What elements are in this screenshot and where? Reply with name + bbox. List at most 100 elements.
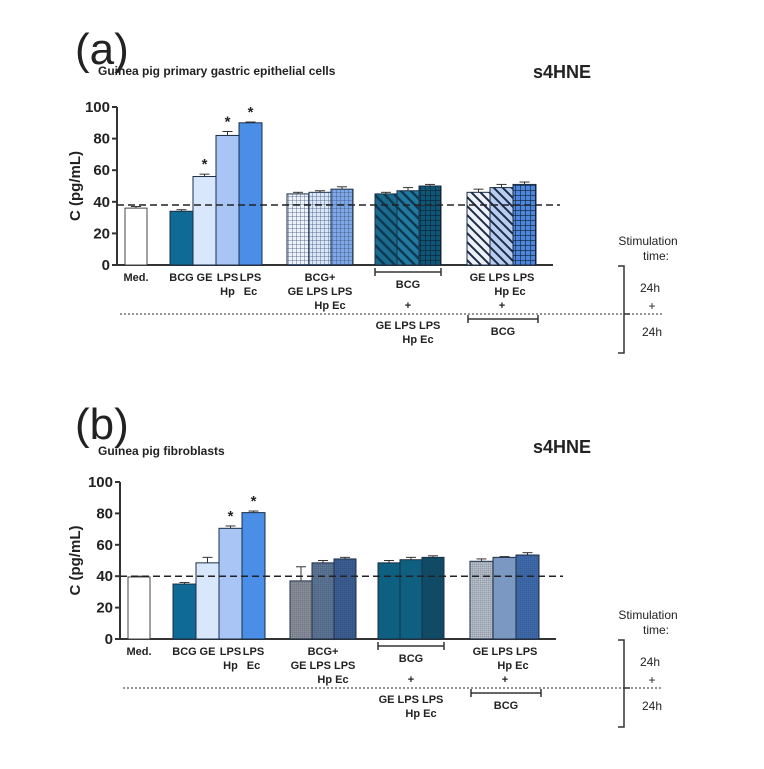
x-label: BCG bbox=[399, 653, 423, 665]
x-label: GE LPS LPS bbox=[291, 660, 356, 672]
x-label: GE LPS LPS bbox=[470, 272, 535, 284]
bar-pattern bbox=[422, 557, 444, 639]
bar bbox=[169, 210, 194, 266]
bar bbox=[492, 556, 517, 640]
chart-title: s4HNE bbox=[533, 437, 591, 457]
stimulation-label: + bbox=[648, 673, 655, 687]
bar bbox=[124, 207, 148, 266]
x-label: + bbox=[499, 300, 505, 312]
y-tick-label: 20 bbox=[93, 225, 110, 242]
x-label: Hp Ec bbox=[497, 660, 528, 672]
x-label: Med. bbox=[123, 272, 148, 284]
bar bbox=[172, 583, 197, 640]
bar-pattern bbox=[516, 555, 539, 639]
significance-marker: * bbox=[248, 104, 254, 121]
y-tick-label: 0 bbox=[105, 631, 113, 648]
stimulation-label: time: bbox=[643, 623, 669, 637]
bar-pattern bbox=[467, 192, 490, 265]
x-label: Ec bbox=[247, 660, 260, 672]
bar-pattern bbox=[309, 192, 331, 265]
x-label: Ec bbox=[244, 286, 257, 298]
significance-marker: * bbox=[202, 156, 208, 173]
x-label: Hp Ec bbox=[494, 286, 525, 298]
y-tick-label: 40 bbox=[93, 194, 110, 211]
x-label: Hp bbox=[223, 660, 238, 672]
bar-pattern bbox=[334, 558, 356, 639]
stimulation-label: 24h bbox=[642, 699, 662, 713]
significance-marker: * bbox=[251, 493, 257, 510]
x-label: Hp Ec bbox=[402, 334, 433, 346]
bar bbox=[377, 562, 401, 640]
x-label: BCG bbox=[491, 326, 515, 338]
bar-pattern bbox=[419, 186, 441, 265]
x-label: Hp Ec bbox=[317, 674, 348, 686]
bar-pattern bbox=[397, 190, 419, 265]
x-label: BCG+ bbox=[305, 272, 336, 284]
chart-subtitle: Guinea pig primary gastric epithelial ce… bbox=[98, 64, 336, 78]
y-tick-label: 80 bbox=[96, 505, 113, 522]
x-label: BCG bbox=[172, 646, 196, 658]
x-label: Hp bbox=[220, 286, 235, 298]
bar bbox=[215, 134, 240, 266]
bar-pattern bbox=[513, 184, 536, 265]
bar bbox=[127, 576, 151, 640]
bar-pattern bbox=[331, 189, 353, 265]
bar-pattern bbox=[490, 187, 513, 265]
y-tick-label: 20 bbox=[96, 600, 113, 617]
x-label: + bbox=[502, 674, 508, 686]
x-label: GE LPS LPS bbox=[379, 694, 444, 706]
x-label: GE bbox=[200, 646, 216, 658]
bar-pattern bbox=[290, 580, 312, 639]
y-tick-label: 40 bbox=[96, 568, 113, 585]
time-brace bbox=[618, 265, 630, 354]
x-label: Med. bbox=[126, 646, 151, 658]
x-label: BCG+ bbox=[308, 646, 339, 658]
x-label: Hp Ec bbox=[405, 708, 436, 720]
x-label: Hp Ec bbox=[314, 300, 345, 312]
x-label: GE bbox=[197, 272, 213, 284]
stimulation-label: + bbox=[648, 299, 655, 313]
x-label: LPS bbox=[243, 646, 264, 658]
bar-pattern bbox=[470, 561, 493, 639]
y-tick-label: 100 bbox=[85, 99, 110, 116]
x-label: LPS bbox=[217, 272, 238, 284]
x-label: LPS bbox=[240, 272, 261, 284]
y-tick-label: 100 bbox=[88, 474, 113, 491]
x-label: BCG bbox=[396, 279, 420, 291]
bar-pattern bbox=[287, 193, 309, 265]
bracket-bcg bbox=[467, 315, 539, 323]
stimulation-label: time: bbox=[643, 249, 669, 263]
stimulation-label: 24h bbox=[642, 325, 662, 339]
bar bbox=[192, 176, 217, 266]
significance-marker: * bbox=[225, 113, 231, 130]
bar bbox=[238, 122, 263, 266]
significance-marker: * bbox=[228, 508, 234, 525]
bar bbox=[218, 527, 243, 640]
time-brace bbox=[618, 639, 630, 728]
x-label: LPS bbox=[220, 646, 241, 658]
bracket-bcg bbox=[470, 689, 542, 697]
y-axis-label: C (pg/mL) bbox=[67, 526, 84, 596]
y-axis-label: C (pg/mL) bbox=[67, 151, 84, 221]
x-label: + bbox=[405, 300, 411, 312]
bracket-bcg bbox=[374, 268, 442, 276]
x-label: GE LPS LPS bbox=[473, 646, 538, 658]
stimulation-label: Stimulation bbox=[618, 608, 677, 622]
x-label: BCG bbox=[494, 700, 518, 712]
chart-subtitle: Guinea pig fibroblasts bbox=[98, 444, 225, 458]
stimulation-label: 24h bbox=[640, 281, 660, 295]
bar bbox=[195, 562, 220, 640]
stimulation-label: Stimulation bbox=[618, 234, 677, 248]
y-tick-label: 60 bbox=[96, 537, 113, 554]
x-label: GE LPS LPS bbox=[376, 320, 441, 332]
y-tick-label: 80 bbox=[93, 131, 110, 148]
x-label: BCG bbox=[169, 272, 193, 284]
stimulation-label: 24h bbox=[640, 655, 660, 669]
bar-pattern bbox=[375, 193, 397, 265]
x-label: + bbox=[408, 674, 414, 686]
y-tick-label: 60 bbox=[93, 162, 110, 179]
y-tick-label: 0 bbox=[102, 257, 110, 274]
panel-label: (a) bbox=[75, 25, 129, 74]
